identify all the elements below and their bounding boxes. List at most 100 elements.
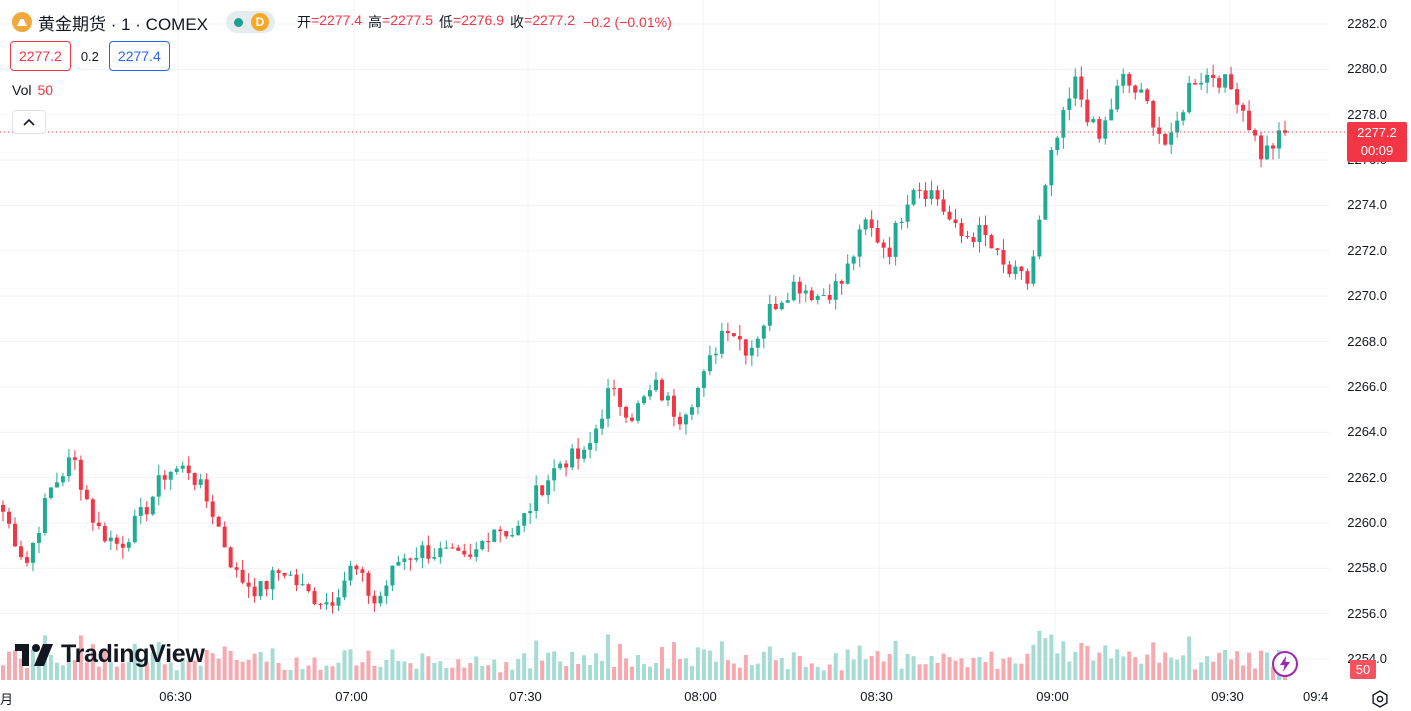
volume-bar (929, 655, 934, 680)
volume-bar (953, 660, 958, 680)
candle-body (1271, 145, 1276, 149)
candle-body (671, 395, 676, 417)
volume-bar (300, 668, 305, 680)
volume-bar (863, 659, 868, 680)
candle-body (1103, 120, 1108, 139)
lightning-button[interactable] (1272, 651, 1298, 677)
volume-bar (1031, 644, 1036, 680)
volume-bar (755, 663, 760, 680)
volume-bar (977, 657, 982, 680)
volume-bar (995, 668, 1000, 680)
volume-bar (612, 666, 617, 680)
volume-bar (1241, 665, 1246, 680)
volume-bar (1265, 652, 1270, 680)
volume-bar (1223, 649, 1228, 680)
candle-body (845, 263, 850, 284)
volume-bar (647, 666, 652, 680)
volume-bar (1181, 655, 1186, 680)
volume-bar (1007, 657, 1012, 680)
candle-body (504, 531, 509, 537)
volume-bar (689, 665, 694, 680)
volume-bar (731, 663, 736, 680)
volume-legend[interactable]: Vol 50 (12, 82, 53, 98)
volume-bar (84, 662, 89, 680)
candle-body (306, 584, 311, 592)
volume-bar (276, 662, 281, 680)
last-price-tag: 2277.2 00:09 (1347, 122, 1407, 162)
candle-body (534, 485, 539, 512)
candle-body (1241, 104, 1246, 111)
volume-bar (833, 653, 838, 680)
volume-bar (965, 667, 970, 680)
candle-body (588, 443, 593, 450)
volume-bar (228, 651, 233, 680)
volume-bar (797, 655, 802, 680)
candle-body (737, 336, 742, 340)
volume-bar (1271, 666, 1276, 680)
candle-body (474, 549, 479, 557)
candle-body (1049, 150, 1054, 186)
volume-bar (665, 668, 670, 680)
volume-bar (971, 657, 976, 680)
price-axis-label: 2278.0 (1347, 106, 1387, 122)
candle-body (366, 572, 371, 596)
candle-body (48, 487, 53, 499)
candle-body (402, 558, 407, 562)
volume-bar (234, 659, 239, 680)
volume-bar (1025, 653, 1030, 680)
volume-bar (683, 658, 688, 680)
volume-bar (1151, 642, 1156, 680)
buy-price-button[interactable]: 2277.4 (108, 41, 170, 71)
volume-bar (821, 670, 826, 680)
chart-settings-button[interactable] (1370, 689, 1390, 709)
price-axis-label: 2270.0 (1347, 288, 1387, 304)
candle-body (1211, 74, 1216, 79)
candle-body (887, 247, 892, 257)
volume-bar (426, 656, 431, 680)
tradingview-logo[interactable]: TradingView (15, 640, 205, 669)
volume-bar (1073, 651, 1078, 680)
candle-body (510, 535, 515, 537)
candle-body (665, 395, 670, 401)
candle-body (953, 219, 958, 224)
market-status-pill[interactable]: D (226, 11, 276, 33)
volume-bar (917, 664, 922, 680)
candle-body (18, 546, 23, 558)
volume-bar (743, 654, 748, 680)
volume-bar (989, 651, 994, 680)
candle-body (761, 325, 766, 339)
candle-body (468, 554, 473, 557)
market-open-dot-icon (234, 17, 244, 27)
volume-bar (630, 666, 635, 680)
candle-body (701, 371, 706, 388)
collapse-legend-button[interactable] (12, 110, 46, 134)
volume-bar (516, 659, 521, 680)
candle-body (1229, 74, 1234, 90)
candle-body (875, 227, 880, 243)
candle-body (312, 591, 317, 604)
volume-bar (24, 668, 29, 680)
volume-bar (198, 665, 203, 680)
sell-price-button[interactable]: 2277.2 (10, 41, 71, 71)
volume-bar (1187, 636, 1192, 680)
candle-body (917, 189, 922, 191)
volume-bar (588, 665, 593, 680)
open-value: =2277.4 (311, 12, 363, 28)
candle-body (114, 537, 119, 544)
candle-body (689, 407, 694, 415)
low-value: =2276.9 (453, 12, 505, 28)
candle-body (983, 224, 988, 236)
volume-bar (378, 666, 383, 680)
candle-body (935, 190, 940, 200)
delayed-data-badge: D (251, 13, 270, 31)
candle-body (396, 561, 401, 566)
candle-body (594, 428, 599, 444)
symbol-title[interactable]: 黄金期货 · 1 · COMEX (38, 14, 209, 34)
candle-body (192, 473, 197, 485)
volume-bar (1199, 662, 1204, 680)
volume-bar (719, 641, 724, 680)
candle-body (941, 199, 946, 212)
candle-body (288, 574, 293, 576)
candle-body (174, 468, 179, 472)
